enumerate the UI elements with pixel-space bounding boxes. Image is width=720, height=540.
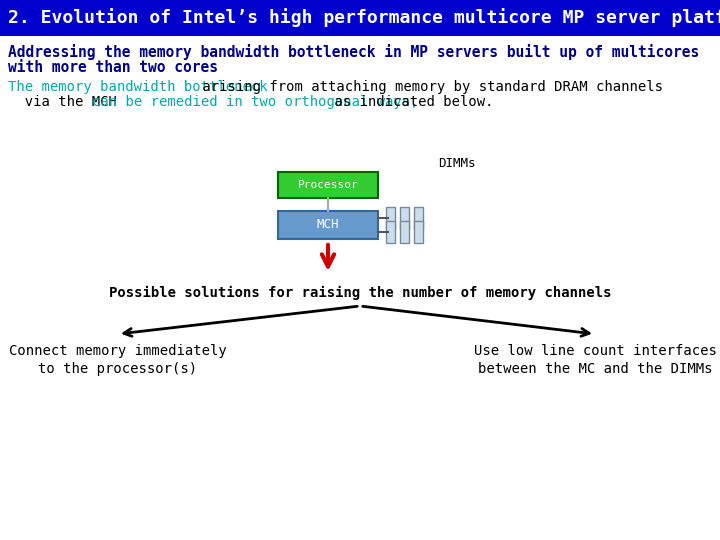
Text: Addressing the memory bandwidth bottleneck in MP servers built up of multicores: Addressing the memory bandwidth bottlene… [8, 44, 699, 60]
Bar [386, 221, 395, 243]
Bar [414, 221, 423, 243]
Text: DIMMs: DIMMs [438, 157, 475, 170]
Bar [0, 0, 720, 36]
Text: The memory bandwidth bottleneck: The memory bandwidth bottleneck [8, 80, 268, 94]
Text: Connect memory immediately
to the processor(s): Connect memory immediately to the proces… [9, 344, 227, 376]
Text: Processor: Processor [297, 180, 359, 190]
Bar [278, 172, 378, 198]
Text: Possible solutions for raising the number of memory channels: Possible solutions for raising the numbe… [109, 286, 611, 300]
Bar [400, 221, 409, 243]
Text: MCH: MCH [317, 219, 339, 232]
Text: can be remedied in two orthogonal ways,: can be remedied in two orthogonal ways, [92, 95, 418, 109]
Text: via the MCH: via the MCH [8, 95, 125, 109]
Bar [278, 211, 378, 239]
Bar [414, 207, 423, 229]
Text: 2. Evolution of Intel’s high performance multicore MP server platforms (13): 2. Evolution of Intel’s high performance… [8, 9, 720, 28]
Bar [400, 207, 409, 229]
Text: Use low line count interfaces
between the MC and the DIMMs: Use low line count interfaces between th… [474, 344, 716, 376]
Text: with more than two cores: with more than two cores [8, 60, 218, 75]
Text: arising from attaching memory by standard DRAM channels: arising from attaching memory by standar… [194, 80, 663, 94]
Text: as indicated below.: as indicated below. [326, 95, 493, 109]
Bar [386, 207, 395, 229]
